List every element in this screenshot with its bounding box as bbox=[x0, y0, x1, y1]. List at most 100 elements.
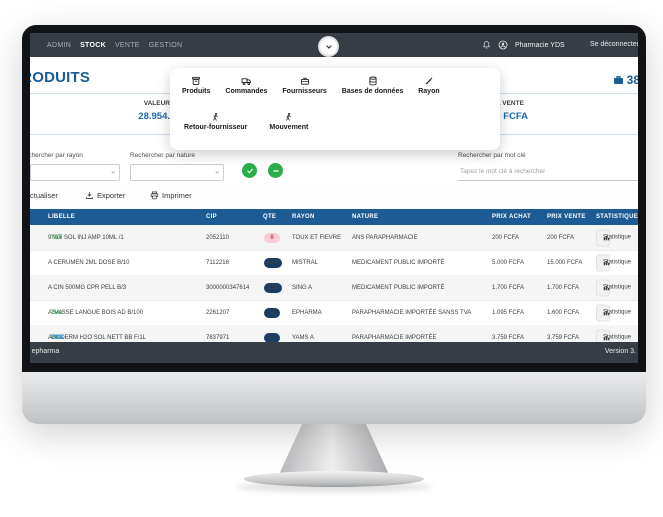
clear-filter-button[interactable] bbox=[268, 163, 283, 178]
menu-item-retour-fournisseur[interactable]: Retour-fournisseur bbox=[184, 112, 247, 131]
keyword-search-input[interactable] bbox=[458, 162, 638, 181]
menu-item-fournisseurs[interactable]: Fournisseurs bbox=[282, 76, 327, 95]
qty-badge: 216 bbox=[264, 257, 283, 268]
refresh-button-label: Actualiser bbox=[30, 191, 58, 200]
nav-item-gestion[interactable]: GESTION bbox=[148, 41, 183, 49]
cell-rayon: YAMS A bbox=[292, 334, 314, 341]
database-icon bbox=[368, 76, 378, 86]
cell-prix-vente: 1.700 FCFA bbox=[547, 284, 580, 291]
bar-chart-icon bbox=[603, 309, 610, 316]
menu-item-commandes[interactable]: Commandes bbox=[225, 76, 267, 95]
stock-value-label: VALEUR bbox=[143, 100, 170, 107]
menu-item-label: Commandes bbox=[225, 88, 268, 95]
menu-item-produits[interactable]: Produits bbox=[182, 76, 210, 95]
menu-row-2: Retour-fournisseur Mouvement bbox=[184, 112, 308, 131]
nature-select[interactable]: ⌄ bbox=[130, 164, 224, 181]
cell-nature: PARAPHARMACIE IMPORTÉE bbox=[352, 334, 437, 341]
menu-toggle-button[interactable] bbox=[318, 36, 339, 57]
statistique-button[interactable]: Statistique bbox=[596, 254, 631, 271]
sale-value-label: LA VENTE bbox=[492, 100, 524, 107]
cell-prix-achat: 1.095 FCFA bbox=[492, 309, 525, 316]
rayon-select[interactable]: ⌄ bbox=[30, 164, 120, 181]
briefcase-icon bbox=[300, 76, 310, 86]
product-count: 38 bbox=[613, 73, 638, 87]
menu-item-label: Rayon bbox=[418, 88, 440, 95]
statistique-button-label: Statistique bbox=[603, 284, 632, 291]
app-screen: ADMIN STOCK VENTE GESTION bbox=[30, 33, 638, 363]
nav-item-vente[interactable]: VENTE bbox=[114, 41, 140, 49]
ruler-pen-icon bbox=[424, 76, 434, 86]
menu-item-bases-de-donnees[interactable]: Bases de données bbox=[342, 76, 403, 95]
statistique-button-label: Statistique bbox=[603, 259, 632, 266]
menu-item-label: Produits bbox=[182, 88, 211, 95]
logout-link[interactable]: Se déconnecter bbox=[590, 41, 638, 48]
nav-item-admin[interactable]: ADMIN bbox=[47, 41, 72, 49]
nature-filter-label: Rechercher par nature bbox=[130, 152, 196, 159]
printer-icon bbox=[150, 191, 159, 200]
statistique-button[interactable]: Statistique bbox=[596, 304, 631, 321]
apply-filter-button[interactable] bbox=[242, 163, 257, 178]
cell-cip: 2052110 bbox=[206, 234, 229, 241]
tva-tag: TVA bbox=[51, 309, 63, 316]
statistique-button-label: Statistique bbox=[603, 334, 632, 341]
chevron-down-icon bbox=[325, 43, 333, 51]
cell-rayon: SING A bbox=[292, 284, 313, 291]
cell-prix-achat: 200 FCFA bbox=[492, 234, 520, 241]
cell-prix-vente: 200 FCFA bbox=[547, 234, 575, 241]
qty-badge: 298 bbox=[264, 282, 283, 293]
keyword-filter-label: Rechercher par mot clé bbox=[458, 152, 526, 159]
menu-item-label: Mouvement bbox=[269, 124, 309, 131]
export-button-label: Exporter bbox=[97, 191, 126, 200]
table-row[interactable]: 9 VIT SOL INJ AMP 10ML /1 TVA 2052110 8 T… bbox=[30, 225, 638, 251]
cell-rayon: EPHARMA bbox=[292, 309, 322, 316]
qty-badge: 61 bbox=[264, 332, 280, 343]
statistique-button-label: Statistique bbox=[603, 234, 632, 241]
cell-cip: 7837971 bbox=[206, 334, 230, 341]
col-statistique: STATISTIQUE bbox=[596, 214, 638, 220]
table-header: LIBELLE CIP QTE RAYON NATURE PRIX ACHAT … bbox=[30, 209, 638, 225]
col-prix-achat: PRIX ACHAT bbox=[492, 214, 531, 220]
menu-item-label: Retour-fournisseur bbox=[184, 124, 248, 131]
col-nature: NATURE bbox=[352, 214, 379, 220]
refresh-button[interactable]: Actualiser bbox=[30, 191, 58, 200]
stock-value: 28.954. bbox=[138, 111, 170, 122]
monitor: ADMIN STOCK VENTE GESTION bbox=[22, 25, 646, 424]
qty-badge: 6 bbox=[264, 307, 280, 318]
cell-prix-vente: 15.000 FCFA bbox=[547, 259, 583, 266]
notification-bell-icon[interactable] bbox=[482, 40, 491, 50]
cell-libelle: A CERUMEN 2ML DOSE B/10 bbox=[48, 259, 130, 266]
pharmacy-name[interactable]: Pharmacie YDS bbox=[515, 41, 565, 49]
archive-box-icon bbox=[191, 76, 201, 86]
table-toolbar: Actualiser Exporter Imprimer bbox=[30, 185, 638, 209]
menu-item-mouvement[interactable]: Mouvement bbox=[269, 112, 308, 131]
css-tag: CSS bbox=[51, 334, 64, 341]
export-button[interactable]: Exporter bbox=[85, 191, 125, 200]
table-row[interactable]: A CIN 500MG CPR PELL B/3 3000000347614 2… bbox=[30, 275, 638, 301]
table-row[interactable]: ABAISSE LANGUE BOIS AD B/100 TVA 2261207 … bbox=[30, 300, 638, 326]
statistique-button[interactable]: Statistique bbox=[596, 279, 631, 296]
cell-nature: ANS PARAPHARMACIE bbox=[352, 234, 418, 241]
cell-cip: 3000000347614 bbox=[206, 284, 250, 291]
nav-item-stock[interactable]: STOCK bbox=[80, 41, 106, 49]
menu-item-rayon[interactable]: Rayon bbox=[418, 76, 440, 95]
briefcase-icon bbox=[613, 75, 624, 85]
cell-cip: 2261207 bbox=[206, 309, 230, 316]
check-icon bbox=[246, 167, 254, 175]
user-avatar-icon[interactable] bbox=[498, 40, 508, 50]
menu-item-label: Fournisseurs bbox=[282, 88, 327, 95]
walking-person-icon bbox=[211, 112, 220, 122]
product-count-value: 38 bbox=[626, 73, 638, 87]
sale-value: 96 FCFA bbox=[490, 111, 529, 122]
monitor-stand-base bbox=[244, 471, 424, 487]
cell-prix-achat: 3.759 FCFA bbox=[492, 334, 525, 341]
monitor-frame: ADMIN STOCK VENTE GESTION bbox=[22, 25, 646, 372]
statistique-button[interactable]: Statistique bbox=[596, 229, 631, 246]
table-row[interactable]: A CERUMEN 2ML DOSE B/10 7112216 216 MIST… bbox=[30, 250, 638, 276]
print-button[interactable]: Imprimer bbox=[150, 191, 192, 200]
col-libelle: LIBELLE bbox=[48, 214, 76, 220]
col-rayon: RAYON bbox=[292, 214, 315, 220]
bar-chart-icon bbox=[603, 259, 610, 266]
col-cip: CIP bbox=[206, 214, 217, 220]
bar-chart-icon bbox=[603, 284, 610, 291]
